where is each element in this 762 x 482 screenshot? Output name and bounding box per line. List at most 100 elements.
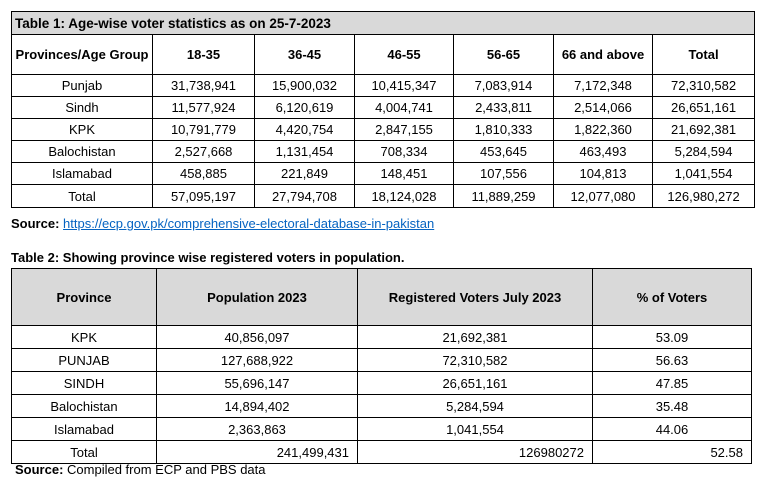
total-cell: 126,980,272	[651, 184, 756, 208]
value-cell: 27,794,708	[254, 184, 355, 208]
table-row: Sindh 11,577,924 6,120,619 4,004,741 2,4…	[11, 96, 756, 119]
registered-voters-cell: 21,692,381	[357, 325, 593, 349]
value-cell: 57,095,197	[152, 184, 255, 208]
province-cell: Balochistan	[11, 140, 153, 163]
percent-cell: 56.63	[592, 348, 752, 372]
source-text: Compiled from ECP and PBS data	[67, 462, 266, 477]
province-cell: PUNJAB	[11, 348, 157, 372]
value-cell: 31,738,941	[152, 74, 255, 97]
column-header: Total	[651, 34, 756, 75]
registered-voters-table: Province Population 2023 Registered Vote…	[11, 268, 752, 464]
source-label: Source:	[11, 216, 60, 231]
table-caption-row: Table 1: Age-wise voter statistics as on…	[10, 11, 756, 35]
registered-voters-total-cell: 126980272	[357, 440, 593, 464]
column-header: % of Voters	[592, 268, 752, 326]
table-row: KPK 10,791,779 4,420,754 2,847,155 1,810…	[11, 118, 756, 141]
table-row: Islamabad 458,885 221,849 148,451 107,55…	[11, 162, 756, 185]
percent-cell: 44.06	[592, 417, 752, 441]
value-cell: 458,885	[152, 162, 255, 185]
province-cell: Islamabad	[11, 162, 153, 185]
value-cell: 1,822,360	[553, 118, 653, 141]
table2-source: Source: Compiled from ECP and PBS data	[15, 462, 266, 478]
value-cell: 463,493	[553, 140, 653, 163]
registered-voters-cell: 5,284,594	[357, 394, 593, 418]
total-label-cell: Total	[11, 184, 153, 208]
total-cell: 21,692,381	[651, 118, 756, 141]
value-cell: 18,124,028	[354, 184, 454, 208]
value-cell: 11,889,259	[453, 184, 554, 208]
value-cell: 708,334	[354, 140, 454, 163]
table-header-row: Provinces/Age Group 18-35 36-45 46-55 56…	[11, 34, 756, 75]
population-cell: 14,894,402	[156, 394, 358, 418]
percent-total-cell: 52.58	[592, 440, 752, 464]
value-cell: 4,420,754	[254, 118, 355, 141]
column-header: Province	[11, 268, 157, 326]
value-cell: 7,083,914	[453, 74, 554, 97]
total-label-cell: Total	[11, 440, 157, 464]
source-label: Source:	[15, 462, 64, 477]
total-cell: 5,284,594	[651, 140, 756, 163]
value-cell: 6,120,619	[254, 96, 355, 119]
total-cell: 26,651,161	[651, 96, 756, 119]
province-cell: Balochistan	[11, 394, 157, 418]
age-wise-voter-table: Table 1: Age-wise voter statistics as on…	[10, 11, 756, 208]
value-cell: 2,514,066	[553, 96, 653, 119]
population-total-cell: 241,499,431	[156, 440, 358, 464]
table-row: Punjab 31,738,941 15,900,032 10,415,347 …	[11, 74, 756, 97]
province-cell: Punjab	[11, 74, 153, 97]
table1-caption: Table 1: Age-wise voter statistics as on…	[10, 11, 756, 35]
registered-voters-cell: 26,651,161	[357, 371, 593, 395]
value-cell: 104,813	[553, 162, 653, 185]
column-header: Registered Voters July 2023	[357, 268, 593, 326]
province-cell: KPK	[11, 325, 157, 349]
province-cell: Islamabad	[11, 417, 157, 441]
percent-cell: 47.85	[592, 371, 752, 395]
registered-voters-cell: 1,041,554	[357, 417, 593, 441]
value-cell: 15,900,032	[254, 74, 355, 97]
value-cell: 11,577,924	[152, 96, 255, 119]
value-cell: 10,791,779	[152, 118, 255, 141]
value-cell: 1,131,454	[254, 140, 355, 163]
table-row: Balochistan 2,527,668 1,131,454 708,334 …	[11, 140, 756, 163]
table-total-row: Total 241,499,431 126980272 52.58	[11, 440, 752, 464]
table-row: PUNJAB 127,688,922 72,310,582 56.63	[11, 348, 752, 372]
total-cell: 72,310,582	[651, 74, 756, 97]
column-header: 36-45	[254, 34, 355, 75]
column-header: Population 2023	[156, 268, 358, 326]
value-cell: 10,415,347	[354, 74, 454, 97]
column-header: 66 and above	[553, 34, 653, 75]
column-header: 46-55	[354, 34, 454, 75]
value-cell: 107,556	[453, 162, 554, 185]
registered-voters-cell: 72,310,582	[357, 348, 593, 372]
table-total-row: Total 57,095,197 27,794,708 18,124,028 1…	[11, 184, 756, 208]
table-row: KPK 40,856,097 21,692,381 53.09	[11, 325, 752, 349]
value-cell: 2,433,811	[453, 96, 554, 119]
population-cell: 55,696,147	[156, 371, 358, 395]
province-cell: KPK	[11, 118, 153, 141]
value-cell: 4,004,741	[354, 96, 454, 119]
value-cell: 12,077,080	[553, 184, 653, 208]
column-header: Provinces/Age Group	[11, 34, 153, 75]
value-cell: 2,527,668	[152, 140, 255, 163]
province-cell: Sindh	[11, 96, 153, 119]
table-row: Islamabad 2,363,863 1,041,554 44.06	[11, 417, 752, 441]
source-link[interactable]: https://ecp.gov.pk/comprehensive-elector…	[63, 216, 435, 231]
table2-caption: Table 2: Showing province wise registere…	[11, 250, 405, 265]
population-cell: 2,363,863	[156, 417, 358, 441]
value-cell: 7,172,348	[553, 74, 653, 97]
table-row: Balochistan 14,894,402 5,284,594 35.48	[11, 394, 752, 418]
population-cell: 127,688,922	[156, 348, 358, 372]
population-cell: 40,856,097	[156, 325, 358, 349]
total-cell: 1,041,554	[651, 162, 756, 185]
percent-cell: 53.09	[592, 325, 752, 349]
column-header: 18-35	[152, 34, 255, 75]
percent-cell: 35.48	[592, 394, 752, 418]
table1-source: Source: https://ecp.gov.pk/comprehensive…	[11, 216, 434, 232]
value-cell: 2,847,155	[354, 118, 454, 141]
value-cell: 1,810,333	[453, 118, 554, 141]
province-cell: SINDH	[11, 371, 157, 395]
column-header: 56-65	[453, 34, 554, 75]
table-row: SINDH 55,696,147 26,651,161 47.85	[11, 371, 752, 395]
table-header-row: Province Population 2023 Registered Vote…	[11, 268, 752, 326]
value-cell: 221,849	[254, 162, 355, 185]
